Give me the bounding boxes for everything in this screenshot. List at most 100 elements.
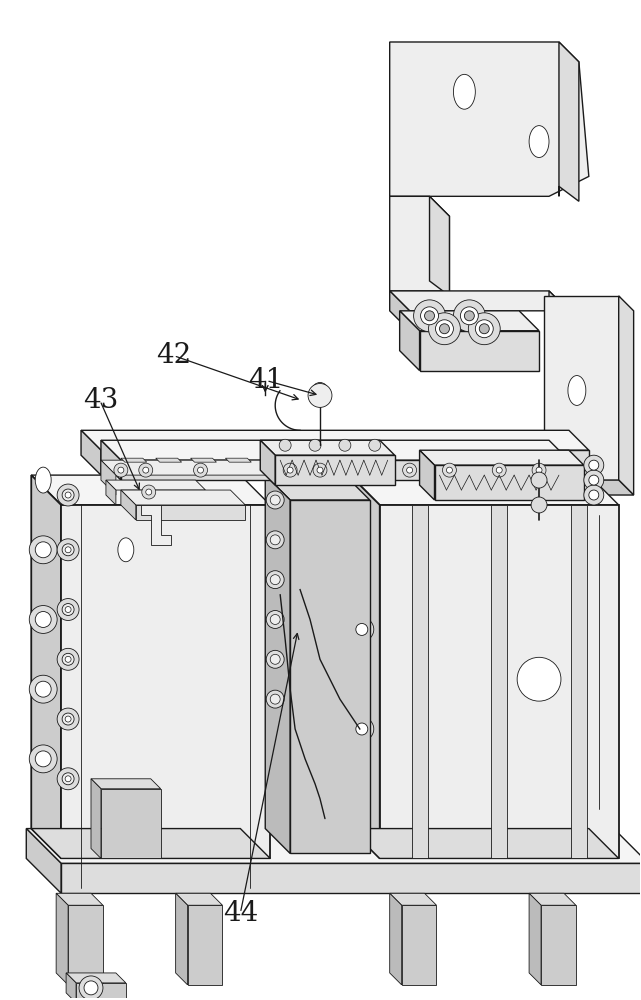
Circle shape bbox=[356, 723, 368, 735]
Circle shape bbox=[57, 768, 79, 790]
Polygon shape bbox=[260, 440, 275, 485]
Polygon shape bbox=[136, 505, 246, 520]
Circle shape bbox=[536, 467, 542, 473]
Circle shape bbox=[57, 539, 79, 561]
Polygon shape bbox=[106, 480, 116, 505]
Circle shape bbox=[492, 463, 506, 477]
Circle shape bbox=[118, 467, 124, 473]
Polygon shape bbox=[429, 196, 449, 296]
Polygon shape bbox=[491, 505, 507, 858]
Polygon shape bbox=[141, 505, 171, 545]
Circle shape bbox=[266, 611, 284, 628]
Polygon shape bbox=[544, 296, 619, 480]
Polygon shape bbox=[101, 460, 285, 475]
Circle shape bbox=[35, 542, 51, 558]
Polygon shape bbox=[420, 331, 539, 371]
Circle shape bbox=[413, 300, 445, 332]
Circle shape bbox=[62, 604, 74, 615]
Polygon shape bbox=[390, 42, 589, 196]
Polygon shape bbox=[31, 475, 271, 505]
Polygon shape bbox=[61, 863, 641, 893]
Circle shape bbox=[442, 463, 456, 477]
Polygon shape bbox=[544, 480, 634, 495]
Circle shape bbox=[312, 383, 328, 398]
Circle shape bbox=[62, 773, 74, 785]
Circle shape bbox=[62, 489, 74, 501]
Circle shape bbox=[35, 612, 51, 627]
Polygon shape bbox=[66, 973, 76, 1000]
Polygon shape bbox=[81, 430, 101, 475]
Circle shape bbox=[266, 571, 284, 589]
Text: 41: 41 bbox=[249, 367, 284, 394]
Circle shape bbox=[194, 463, 208, 477]
Ellipse shape bbox=[118, 538, 134, 562]
Polygon shape bbox=[101, 440, 569, 460]
Circle shape bbox=[266, 650, 284, 668]
Circle shape bbox=[65, 716, 71, 722]
Circle shape bbox=[403, 463, 417, 477]
Circle shape bbox=[271, 615, 280, 624]
Ellipse shape bbox=[568, 376, 586, 405]
Circle shape bbox=[309, 439, 321, 451]
Polygon shape bbox=[571, 505, 587, 858]
Polygon shape bbox=[350, 829, 619, 858]
Polygon shape bbox=[56, 893, 103, 905]
Polygon shape bbox=[31, 829, 271, 858]
Circle shape bbox=[65, 607, 71, 613]
Circle shape bbox=[589, 475, 599, 485]
Circle shape bbox=[271, 535, 280, 545]
Polygon shape bbox=[265, 475, 370, 500]
Circle shape bbox=[35, 681, 51, 697]
Polygon shape bbox=[290, 500, 370, 853]
Circle shape bbox=[406, 467, 413, 473]
Circle shape bbox=[142, 485, 156, 499]
Polygon shape bbox=[529, 893, 541, 985]
Polygon shape bbox=[106, 480, 206, 490]
Polygon shape bbox=[399, 311, 539, 331]
Polygon shape bbox=[176, 893, 222, 905]
Polygon shape bbox=[121, 460, 569, 480]
Polygon shape bbox=[121, 490, 136, 520]
Polygon shape bbox=[61, 505, 271, 858]
Text: 43: 43 bbox=[83, 387, 118, 414]
Polygon shape bbox=[26, 829, 61, 893]
Polygon shape bbox=[549, 291, 569, 331]
Circle shape bbox=[420, 307, 438, 325]
Polygon shape bbox=[379, 505, 619, 858]
Circle shape bbox=[65, 547, 71, 553]
Circle shape bbox=[65, 492, 71, 498]
Circle shape bbox=[589, 460, 599, 470]
Polygon shape bbox=[390, 291, 410, 331]
Circle shape bbox=[464, 311, 474, 321]
Circle shape bbox=[283, 463, 297, 477]
Circle shape bbox=[146, 489, 152, 495]
Circle shape bbox=[308, 384, 332, 407]
Circle shape bbox=[79, 976, 103, 1000]
Circle shape bbox=[35, 751, 51, 767]
Circle shape bbox=[350, 617, 374, 641]
Polygon shape bbox=[121, 458, 147, 462]
Polygon shape bbox=[420, 450, 435, 500]
Polygon shape bbox=[541, 905, 576, 985]
Circle shape bbox=[29, 675, 57, 703]
Circle shape bbox=[143, 467, 149, 473]
Circle shape bbox=[65, 656, 71, 662]
Polygon shape bbox=[350, 475, 379, 858]
Polygon shape bbox=[559, 42, 579, 201]
Polygon shape bbox=[260, 440, 395, 455]
Circle shape bbox=[287, 467, 293, 473]
Circle shape bbox=[479, 324, 489, 334]
Polygon shape bbox=[26, 829, 641, 863]
Circle shape bbox=[584, 470, 604, 490]
Polygon shape bbox=[390, 893, 402, 985]
Polygon shape bbox=[81, 430, 589, 450]
Circle shape bbox=[29, 536, 57, 564]
Polygon shape bbox=[31, 475, 61, 858]
Circle shape bbox=[62, 544, 74, 556]
Polygon shape bbox=[390, 291, 569, 311]
Polygon shape bbox=[91, 779, 101, 858]
Polygon shape bbox=[420, 450, 584, 465]
Circle shape bbox=[435, 320, 453, 338]
Polygon shape bbox=[390, 196, 449, 291]
Polygon shape bbox=[275, 455, 395, 485]
